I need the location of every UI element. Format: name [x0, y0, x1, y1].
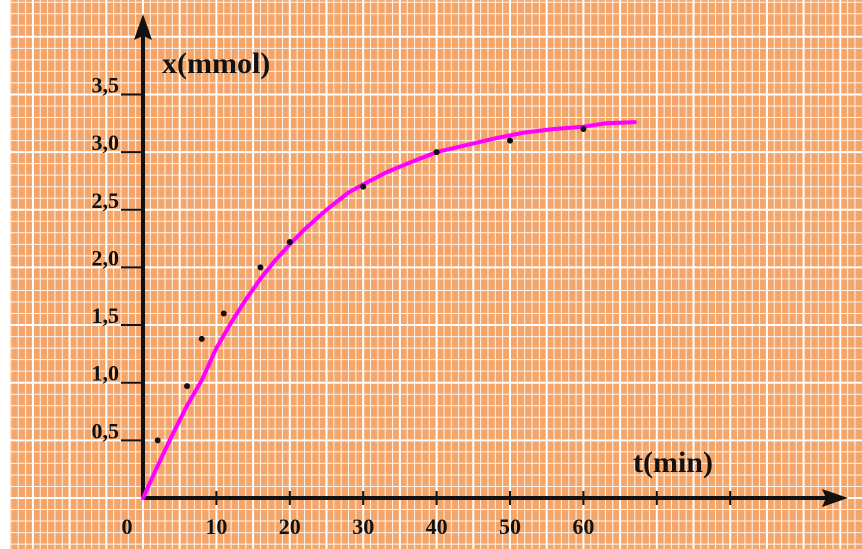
data-point: [507, 137, 513, 144]
series: [141, 120, 637, 500]
x-tick-label: 20: [279, 514, 301, 539]
tick-labels: 0 10 20 30 40 50 60 0,5 1,0 1,5 2,0 2,5 3,0 3,5: [92, 72, 595, 539]
data-point: [257, 264, 264, 271]
x-tick-label: 30: [352, 514, 374, 539]
y-tick-label: 2,5: [92, 188, 120, 213]
data-point: [433, 149, 440, 156]
series-line: [141, 120, 637, 500]
y-axis-arrow: [134, 14, 152, 40]
y-tick-label: 1,0: [92, 361, 120, 386]
y-tick-label: 2,0: [92, 245, 120, 270]
x-axis-label: t(min): [633, 446, 713, 479]
y-axis-label: x(mmol): [162, 47, 270, 80]
data-point: [286, 239, 293, 246]
x-tick-label: 60: [572, 514, 594, 539]
grid: [10, 0, 862, 549]
x-axis-arrow: [822, 489, 848, 507]
x-tick-label: 40: [426, 514, 448, 539]
x-tick-label: 0: [122, 514, 133, 539]
data-point: [580, 126, 587, 133]
data-point: [198, 335, 205, 342]
y-tick-label: 3,0: [92, 130, 120, 155]
data-point: [220, 310, 227, 317]
axes: [121, 14, 848, 507]
y-tick-label: 1,5: [92, 303, 120, 328]
data-point: [184, 383, 191, 390]
y-tick-label: 3,5: [92, 72, 120, 97]
x-tick-label: 50: [499, 514, 521, 539]
data-point: [154, 437, 161, 444]
x-tick-label: 10: [205, 514, 227, 539]
data-point: [360, 183, 367, 190]
y-tick-label: 0,5: [92, 418, 120, 443]
